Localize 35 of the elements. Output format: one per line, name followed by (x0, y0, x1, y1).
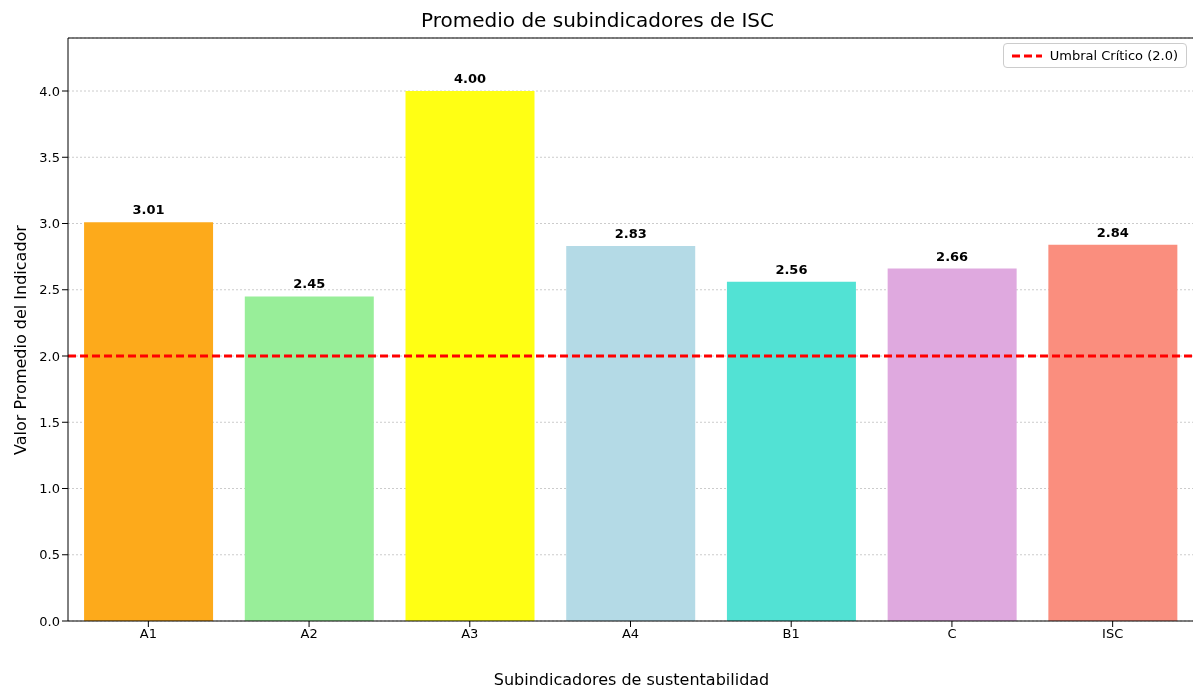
y-tick-label: 3.5 (39, 149, 60, 165)
y-tick-label: 0.5 (39, 547, 60, 563)
data-label: 3.01 (132, 202, 165, 218)
bar (726, 281, 856, 621)
y-tick-label: 0.0 (39, 613, 60, 629)
y-tick-label: 2.5 (39, 282, 60, 298)
x-tick-label: B1 (782, 626, 800, 642)
bar (1048, 244, 1178, 621)
bar (244, 296, 374, 621)
legend-label: Umbral Crítico (2.0) (1049, 48, 1178, 63)
x-tick-label: A3 (461, 626, 479, 642)
y-tick-label: 2.0 (39, 348, 60, 364)
data-label: 2.56 (775, 261, 808, 277)
data-label: 2.66 (936, 248, 969, 264)
y-tick-label: 4.0 (39, 83, 60, 99)
y-axis-title: Valor Promedio del Indicador (10, 225, 30, 455)
chart-title: Promedio de subindicadores de ISC (420, 8, 775, 32)
data-label: 2.83 (614, 226, 647, 242)
data-label: 2.84 (1096, 224, 1129, 240)
legend-box: Umbral Crítico (2.0) (1002, 43, 1187, 68)
x-axis-title: Subindicadores de sustentabilidad (492, 670, 771, 688)
y-tick-label: 1.5 (39, 414, 60, 430)
data-label: 4.00 (453, 71, 487, 86)
x-tick-label: A1 (139, 626, 157, 642)
y-tick-label: 1.0 (39, 481, 60, 497)
x-tick-label: C (947, 626, 957, 642)
bar (566, 246, 696, 621)
bar (84, 222, 214, 621)
bar (405, 91, 535, 621)
x-tick-label: ISC (1102, 626, 1124, 642)
y-tick-label: 3.0 (39, 216, 60, 232)
x-tick-label: A2 (300, 626, 318, 642)
bar (887, 268, 1017, 621)
x-tick-label: A4 (621, 626, 640, 642)
data-label: 2.45 (293, 276, 326, 292)
